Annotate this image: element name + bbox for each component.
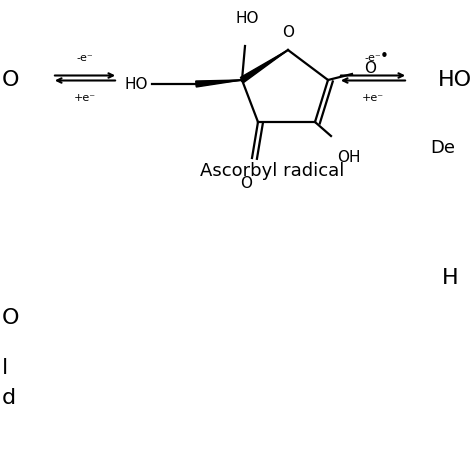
Text: HO: HO — [125, 76, 148, 91]
Text: O: O — [282, 25, 294, 40]
Text: HO: HO — [235, 11, 259, 26]
Text: H: H — [442, 268, 459, 288]
Polygon shape — [196, 80, 242, 87]
Text: -e⁻: -e⁻ — [77, 53, 93, 63]
Text: d: d — [2, 388, 16, 408]
Text: O: O — [2, 308, 19, 328]
Text: -e⁻: -e⁻ — [365, 53, 382, 63]
Text: O: O — [364, 61, 376, 75]
Text: O: O — [2, 70, 19, 90]
Text: De: De — [430, 139, 455, 157]
Text: Ascorbyl radical: Ascorbyl radical — [200, 162, 344, 180]
Text: OH: OH — [337, 150, 361, 165]
Text: O: O — [240, 176, 252, 191]
Text: +e⁻: +e⁻ — [74, 93, 96, 103]
Text: +e⁻: +e⁻ — [362, 93, 384, 103]
Text: l: l — [2, 358, 8, 378]
Text: •: • — [380, 48, 388, 64]
Text: HO: HO — [438, 70, 472, 90]
Polygon shape — [240, 50, 288, 82]
